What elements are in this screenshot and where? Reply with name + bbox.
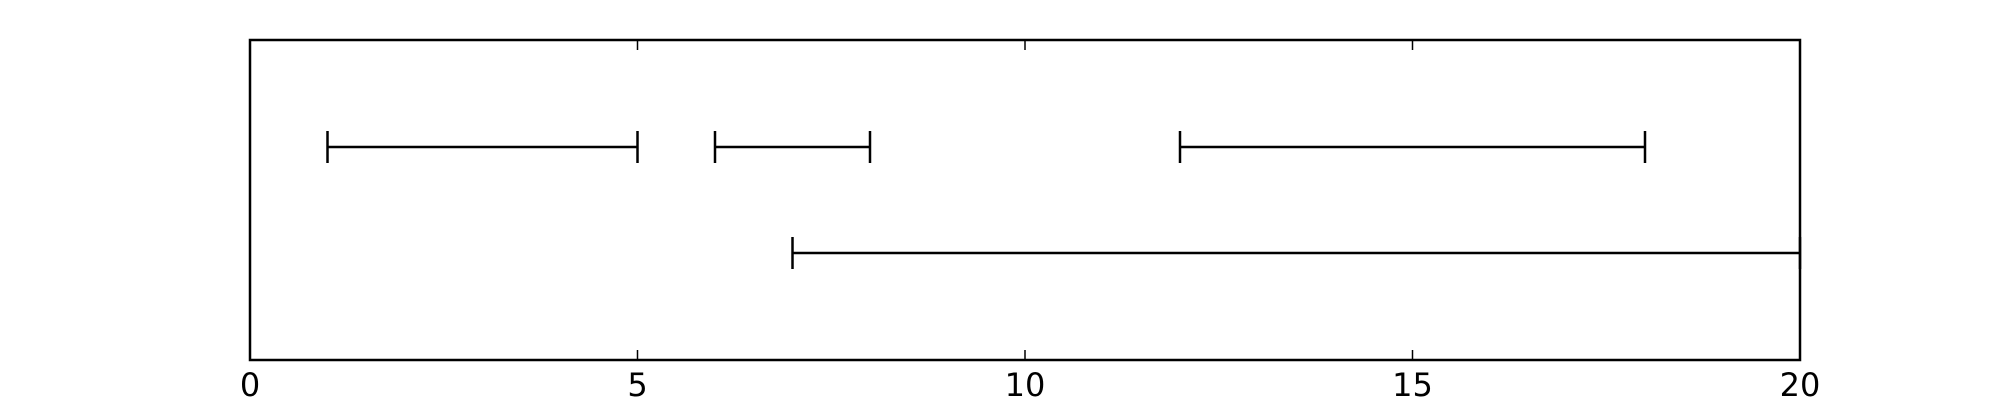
x-tick-label: 20	[1780, 366, 1821, 400]
interval	[791, 237, 1802, 269]
x-tick-label: 15	[1392, 366, 1433, 400]
x-tick-label: 5	[627, 366, 647, 400]
plot-frame	[248, 38, 1802, 362]
x-tick-label: 0	[240, 366, 260, 400]
interval	[713, 131, 872, 163]
interval-row-2	[791, 237, 1802, 269]
intervals	[326, 131, 1802, 269]
x-tick-label: 10	[1005, 366, 1046, 400]
interval-row-1	[326, 131, 1647, 163]
interval	[326, 131, 639, 163]
x-axis: 0 5 10 15 20	[240, 40, 1821, 400]
interval	[1178, 131, 1647, 163]
